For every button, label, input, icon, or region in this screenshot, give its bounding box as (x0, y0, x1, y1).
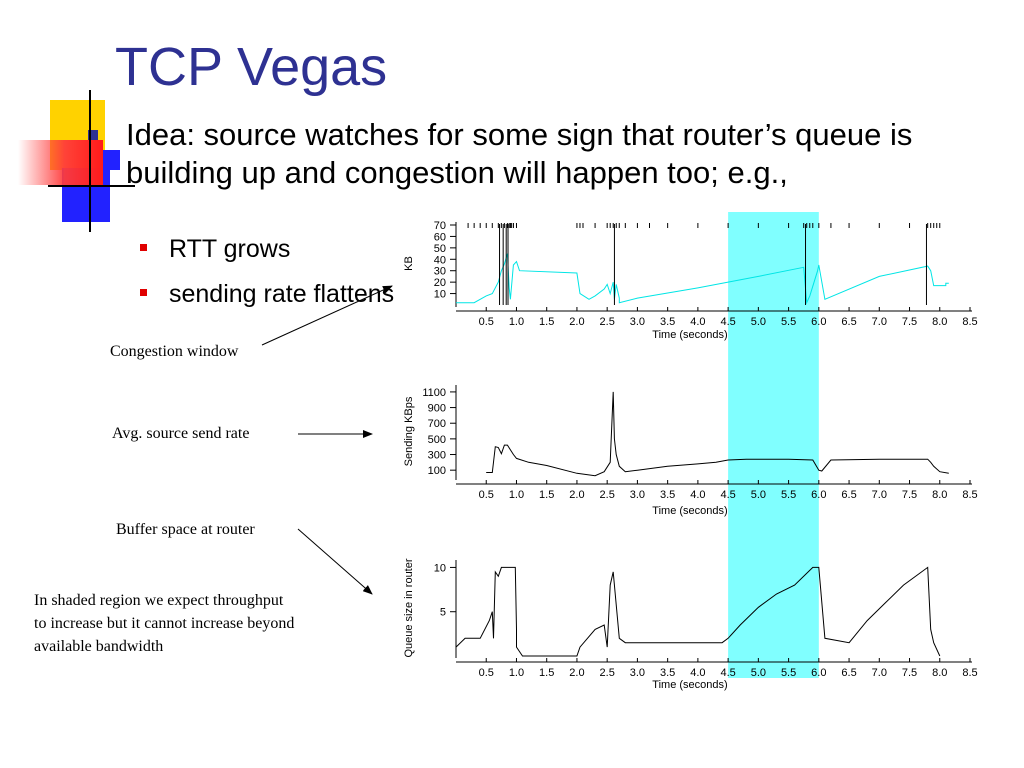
y-tick-label: 1100 (422, 387, 446, 399)
x-axis-label: Time (seconds) (652, 679, 727, 691)
shaded-note-line: available bandwidth (34, 638, 164, 655)
y-tick-label: 700 (428, 418, 446, 430)
x-tick-label: 8.0 (932, 667, 947, 679)
x-tick-label: 7.0 (872, 316, 887, 328)
x-tick-label: 0.5 (479, 667, 494, 679)
x-tick-label: 2.5 (600, 316, 615, 328)
bullet-marker-icon (140, 243, 147, 251)
x-tick-label: 8.0 (932, 316, 947, 328)
y-tick-label: 40 (434, 254, 446, 266)
decorative-squares (18, 90, 135, 232)
x-axis-label: Time (seconds) (652, 329, 727, 341)
x-tick-label: 3.5 (660, 316, 675, 328)
label-congestion-window: Congestion window (110, 343, 239, 360)
x-tick-label: 1.5 (539, 316, 554, 328)
sub-bullet-rate: sending rate flattens (140, 280, 394, 309)
arrow-buffer-space (297, 528, 373, 595)
x-tick-label: 6.5 (841, 316, 856, 328)
x-tick-label: 3.0 (630, 489, 645, 501)
x-tick-label: 3.0 (630, 316, 645, 328)
x-tick-label: 1.0 (509, 489, 524, 501)
x-tick-label: 7.0 (872, 489, 887, 501)
x-tick-label: 1.0 (509, 667, 524, 679)
y-tick-label: 60 (434, 231, 446, 243)
arrow-congestion-window (261, 285, 393, 346)
series-line (456, 253, 949, 305)
sub-bullet-text: sending rate flattens (169, 280, 395, 308)
x-tick-label: 8.5 (962, 489, 977, 501)
x-tick-label: 4.5 (720, 316, 735, 328)
x-tick-label: 3.5 (660, 489, 675, 501)
shaded-note-line: to increase but it cannot increase beyon… (34, 615, 295, 632)
x-tick-label: 5.0 (751, 667, 766, 679)
y-axis-label: Sending KBps (403, 396, 415, 466)
x-tick-label: 1.5 (539, 489, 554, 501)
x-tick-label: 6.0 (811, 489, 826, 501)
x-tick-label: 7.5 (902, 489, 917, 501)
main-bullet: Idea: source watches for some sign that … (126, 117, 913, 190)
x-tick-label: 2.5 (600, 667, 615, 679)
x-tick-label: 8.0 (932, 489, 947, 501)
y-tick-label: 70 (434, 220, 446, 232)
sub-bullet-rtt: RTT grows (140, 235, 290, 264)
x-tick-label: 0.5 (479, 316, 494, 328)
y-tick-label: 10 (434, 562, 446, 574)
label-shaded-note: In shaded region we expect throughput to… (34, 589, 294, 658)
x-tick-label: 7.0 (872, 667, 887, 679)
y-tick-label: 10 (434, 289, 446, 301)
y-tick-label: 900 (428, 403, 446, 415)
x-tick-label: 7.5 (902, 316, 917, 328)
y-tick-label: 500 (428, 434, 446, 446)
series-line (455, 566, 941, 657)
y-axis-label: Queue size in router (403, 558, 415, 657)
y-tick-label: 300 (428, 450, 446, 462)
x-tick-label: 0.5 (479, 489, 494, 501)
x-tick-label: 4.0 (690, 667, 705, 679)
shaded-note-line: In shaded region we expect throughput (34, 592, 284, 609)
x-tick-label: 5.0 (751, 316, 766, 328)
x-tick-label: 6.5 (841, 489, 856, 501)
x-tick-label: 2.0 (569, 667, 584, 679)
x-tick-label: 2.0 (569, 489, 584, 501)
y-tick-label: 30 (434, 266, 446, 278)
x-tick-label: 6.0 (811, 316, 826, 328)
x-tick-label: 2.0 (569, 316, 584, 328)
x-tick-label: 4.5 (720, 489, 735, 501)
slide-title: TCP Vegas (115, 37, 388, 97)
x-tick-label: 3.0 (630, 667, 645, 679)
series-line (486, 391, 949, 477)
x-tick-label: 6.0 (811, 667, 826, 679)
x-tick-label: 1.0 (509, 316, 524, 328)
x-tick-label: 4.0 (690, 316, 705, 328)
x-tick-label: 5.0 (751, 489, 766, 501)
y-tick-label: 20 (434, 277, 446, 289)
x-tick-label: 2.5 (600, 489, 615, 501)
y-tick-label: 100 (428, 465, 446, 477)
x-tick-label: 1.5 (539, 667, 554, 679)
y-tick-label: 5 (440, 607, 446, 619)
label-buffer-space: Buffer space at router (116, 521, 255, 538)
y-axis-label: KB (403, 256, 415, 271)
y-tick-label: 50 (434, 243, 446, 255)
bullet-marker-icon (140, 288, 147, 296)
x-tick-label: 8.5 (962, 316, 977, 328)
x-tick-label: 4.5 (720, 667, 735, 679)
x-tick-label: 5.5 (781, 489, 796, 501)
x-tick-label: 4.0 (690, 489, 705, 501)
shaded-region (728, 212, 819, 678)
x-tick-label: 3.5 (660, 667, 675, 679)
sub-bullet-text: RTT grows (169, 235, 291, 263)
x-tick-label: 8.5 (962, 667, 977, 679)
label-avg-send-rate: Avg. source send rate (112, 425, 250, 442)
x-tick-label: 5.5 (781, 667, 796, 679)
x-tick-label: 5.5 (781, 316, 796, 328)
x-axis-label: Time (seconds) (652, 505, 727, 517)
x-tick-label: 7.5 (902, 667, 917, 679)
x-tick-label: 6.5 (841, 667, 856, 679)
